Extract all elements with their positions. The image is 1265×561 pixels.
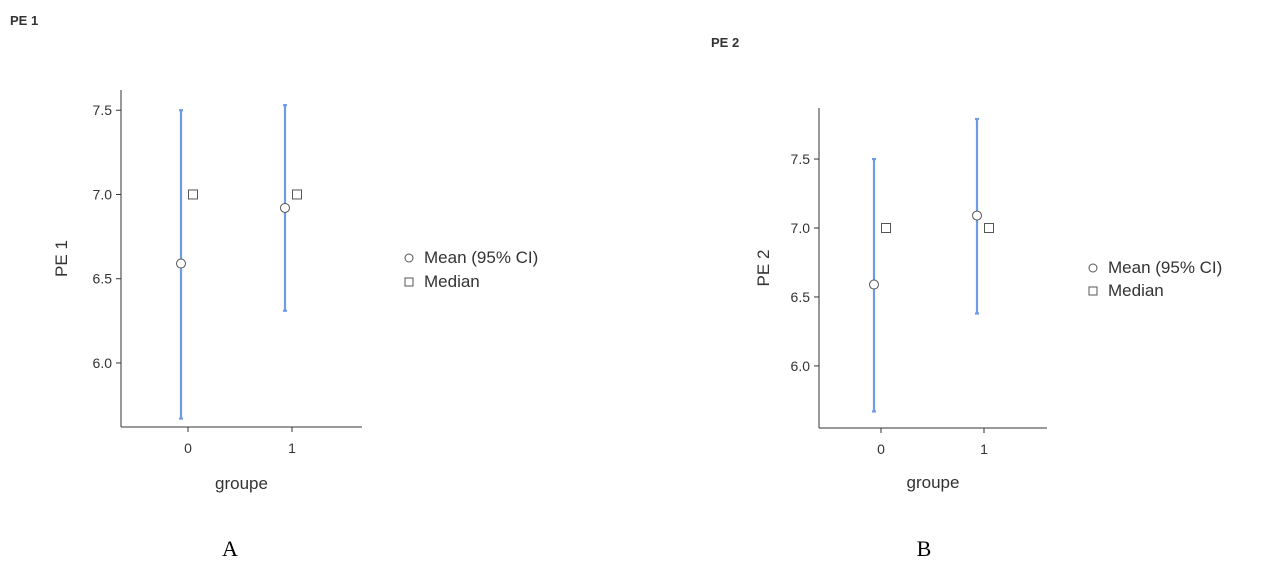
mean-point xyxy=(972,210,982,221)
median-point xyxy=(188,189,198,200)
x-tick-label: 0 xyxy=(877,441,885,457)
x-tick-label: 0 xyxy=(184,440,192,456)
x-axis-title: groupe xyxy=(215,474,268,493)
x-tick-label: 1 xyxy=(288,440,296,456)
panel-title: PE 1 xyxy=(10,13,38,28)
y-tick-label: 6.5 xyxy=(791,289,811,305)
panel-caption: A xyxy=(222,536,238,561)
mean-point xyxy=(280,202,290,213)
median-point xyxy=(292,189,302,200)
y-tick-label: 7.0 xyxy=(791,220,811,236)
panel-caption: B xyxy=(917,536,932,561)
legend-median-label: Median xyxy=(424,272,480,291)
legend-median-marker xyxy=(1088,286,1098,296)
legend-median-marker xyxy=(404,277,414,287)
x-tick-label: 1 xyxy=(980,441,988,457)
mean-point xyxy=(869,279,879,290)
mean-point xyxy=(176,258,186,269)
median-point xyxy=(881,223,891,233)
chart-panel-1: PE 1 6.0 6.5 7.0 7.5 0 1 groupe PE 1 Mean (95% CI… xyxy=(10,13,538,561)
y-axis-title: PE 1 xyxy=(52,240,71,277)
y-tick-label: 7.5 xyxy=(791,151,811,167)
x-axis-title: groupe xyxy=(907,473,960,492)
legend-mean-label: Mean (95% CI) xyxy=(1108,258,1222,277)
y-tick-label: 7.5 xyxy=(93,102,113,118)
y-axis-title: PE 2 xyxy=(754,250,773,287)
y-tick-label: 6.5 xyxy=(93,271,113,287)
legend-mean-marker xyxy=(404,253,414,263)
legend-mean-marker xyxy=(1088,263,1098,273)
y-tick-label: 6.0 xyxy=(93,355,113,371)
legend-median-label: Median xyxy=(1108,281,1164,300)
y-tick-label: 6.0 xyxy=(791,358,811,374)
panel-title: PE 2 xyxy=(711,35,739,50)
chart-panel-2: PE 2 6.0 6.5 7.0 7.5 0 1 groupe PE 2 Mean (95% CI… xyxy=(711,35,1222,561)
median-point xyxy=(984,223,994,233)
legend-mean-label: Mean (95% CI) xyxy=(424,248,538,267)
y-tick-label: 7.0 xyxy=(93,186,113,202)
